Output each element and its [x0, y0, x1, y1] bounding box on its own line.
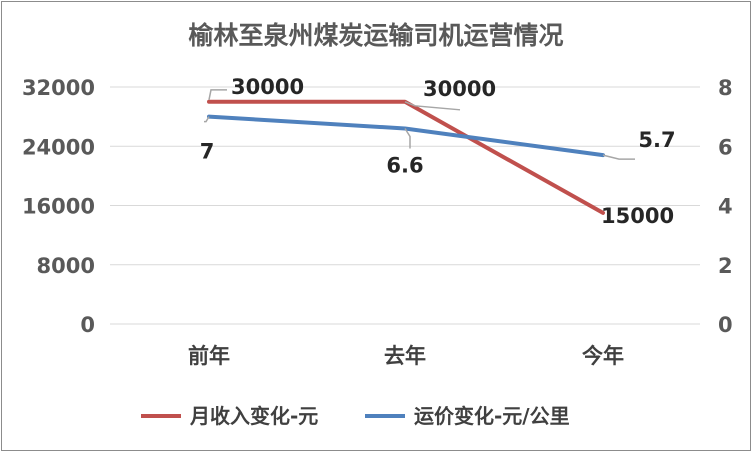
data-label-freight-rate: 6.6	[386, 153, 423, 177]
left-axis-tick-label: 24000	[22, 135, 95, 159]
chart-title: 榆林至泉州煤炭运输司机运营情况	[188, 21, 563, 50]
left-axis-tick-label: 32000	[22, 76, 95, 100]
data-label-monthly-income: 30000	[231, 75, 304, 99]
right-axis-tick-label: 6	[718, 135, 733, 159]
legend-label-monthly-income: 月收入变化-元	[189, 404, 318, 428]
legend: 月收入变化-元 运价变化-元/公里	[141, 404, 570, 428]
series-line-freight-rate	[207, 114, 605, 158]
data-label-leader	[602, 154, 635, 160]
right-axis-tick-label: 4	[718, 195, 733, 219]
data-label-leader	[204, 116, 210, 123]
legend-label-freight-rate: 运价变化-元/公里	[414, 404, 570, 428]
right-axis-tick-label: 8	[718, 76, 733, 100]
right-axis-tick-label: 0	[718, 313, 733, 337]
data-label-freight-rate: 7	[200, 140, 215, 164]
left-axis-tick-label: 8000	[37, 254, 95, 278]
data-label-leader	[208, 89, 227, 100]
data-label-leader	[404, 128, 411, 149]
x-axis-category-label: 前年	[188, 344, 230, 368]
left-axis-tick-label: 16000	[22, 195, 95, 219]
right-axis-tick-label: 2	[718, 254, 733, 278]
data-label-freight-rate: 5.7	[638, 128, 675, 152]
x-axis-category-label: 今年	[582, 344, 624, 368]
x-axis-category-label: 去年	[384, 344, 426, 368]
data-label-monthly-income: 30000	[423, 77, 496, 101]
data-label-leader	[404, 101, 461, 111]
series-line-monthly-income	[207, 99, 605, 215]
left-axis-tick-label: 0	[80, 313, 95, 337]
data-label-monthly-income: 15000	[601, 204, 674, 228]
